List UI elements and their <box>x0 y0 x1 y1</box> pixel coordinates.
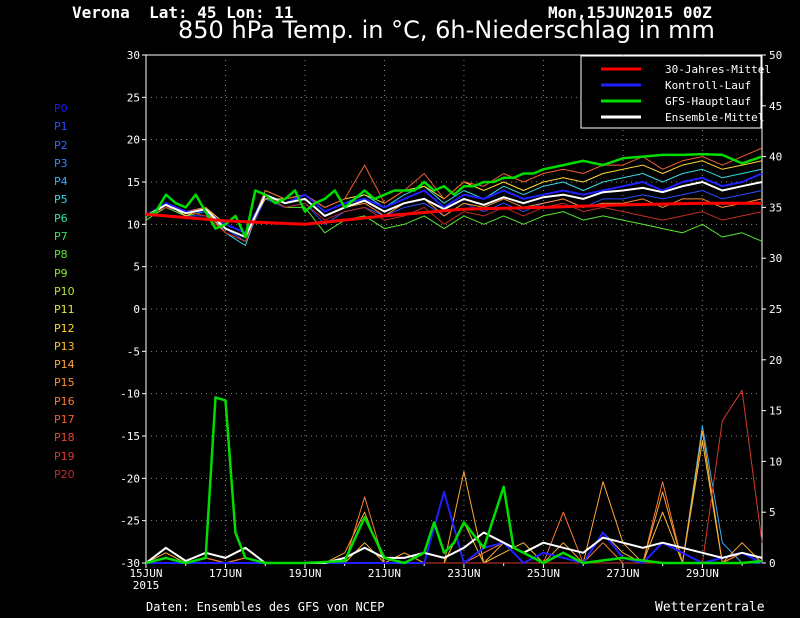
member-label-p8: P8 <box>54 248 68 262</box>
member-label-p7: P7 <box>54 230 68 244</box>
left-tick-label: 30 <box>127 49 140 62</box>
member-label-p1: P1 <box>54 120 68 134</box>
chart-title: 850 hPa Temp. in °C, 6h-Niederschlag in … <box>178 16 715 44</box>
right-tick-label: 10 <box>769 455 782 468</box>
left-tick-label: 10 <box>127 218 140 231</box>
member-label-p9: P9 <box>54 266 68 280</box>
ensemble-member-list: P0 P1 P2 P3 P4 P5 P6 P7 P8 P9 P10 P11 P12 P13 P14 P15 P1… <box>54 100 75 484</box>
member-label-p16: P16 <box>54 394 75 408</box>
run-date-label: Mon,15JUN2015 00Z <box>548 3 712 22</box>
left-tick-label: 20 <box>127 134 140 147</box>
left-tick-label: 15 <box>127 176 140 189</box>
x-tick-label: 27JUN <box>606 567 639 580</box>
left-tick-label: -5 <box>127 345 140 358</box>
right-tick-label: 25 <box>769 303 782 316</box>
left-tick-label: -30 <box>120 557 140 570</box>
series-kontroll-lauf-right <box>146 490 763 564</box>
member-label-p10: P10 <box>54 284 75 298</box>
plot-frame <box>145 54 763 564</box>
right-tick-label: 0 <box>769 557 776 570</box>
left-tick-label: 25 <box>127 91 140 104</box>
right-tick-label: 20 <box>769 354 782 367</box>
x-tick-label: 21JUN <box>368 567 401 580</box>
series-ensemble-mittel-right <box>145 531 763 564</box>
location-label: Verona Lat: 45 Lon: 11 <box>72 3 294 22</box>
left-tick-label: -10 <box>120 388 140 401</box>
left-tick-label: -20 <box>120 472 140 485</box>
x-tick-label: 25JUN <box>527 567 560 580</box>
right-tick-label: 30 <box>769 252 782 265</box>
x-year-label: 2015 <box>133 579 160 592</box>
series--jahres-mittel-left <box>145 201 762 226</box>
member-line-p5 <box>145 168 763 246</box>
right-tick-label: 50 <box>769 49 782 62</box>
series-ensemble-mittel-left <box>145 181 763 238</box>
member-label-p13: P13 <box>54 339 75 353</box>
right-tick-label: 15 <box>769 405 782 418</box>
x-tick-label: 17JUN <box>209 567 242 580</box>
legend-label: GFS-Hauptlauf <box>665 95 751 108</box>
member-label-p11: P11 <box>54 303 75 317</box>
member-label-p2: P2 <box>54 138 68 152</box>
legend-label: 30-Jahres-Mittel <box>665 63 771 76</box>
member-label-p3: P3 <box>54 156 68 170</box>
member-label-p15: P15 <box>54 376 75 390</box>
member-label-p0: P0 <box>54 102 68 115</box>
left-tick-label: -15 <box>120 430 140 443</box>
left-tick-label: -25 <box>120 515 140 528</box>
right-tick-label: 5 <box>769 506 776 519</box>
right-tick-label: 40 <box>769 151 782 164</box>
member-label-p14: P14 <box>54 358 75 372</box>
legend-label: Kontroll-Lauf <box>665 79 751 92</box>
right-tick-label: 35 <box>769 201 782 214</box>
member-label-p19: P19 <box>54 449 75 463</box>
x-tick-label: 29JUN <box>686 567 719 580</box>
data-credit: Daten: Ensembles des GFS von NCEP <box>146 600 385 614</box>
x-tick-label: 19JUN <box>288 567 321 580</box>
series-gfs-hauptlauf-right <box>145 396 763 565</box>
member-label-p18: P18 <box>54 431 75 445</box>
brand-label: Wetterzentrale <box>655 600 765 615</box>
member-label-p6: P6 <box>54 211 68 225</box>
member-label-p20: P20 <box>54 467 75 481</box>
left-tick-label: 5 <box>133 261 140 274</box>
x-tick-label: 23JUN <box>447 567 480 580</box>
member-line-p20 <box>145 194 763 242</box>
member-label-p4: P4 <box>54 175 68 189</box>
meteogram-chart: 302520151050-5-10-15-20-25-3050454035302… <box>120 49 782 592</box>
member-label-p17: P17 <box>54 413 75 427</box>
x-tick-label: 15JUN <box>129 567 162 580</box>
member-label-p5: P5 <box>54 193 68 207</box>
left-tick-label: 0 <box>133 303 140 316</box>
legend-label: Ensemble-Mittel <box>665 111 764 124</box>
member-label-p12: P12 <box>54 321 75 335</box>
right-tick-label: 45 <box>769 100 782 113</box>
